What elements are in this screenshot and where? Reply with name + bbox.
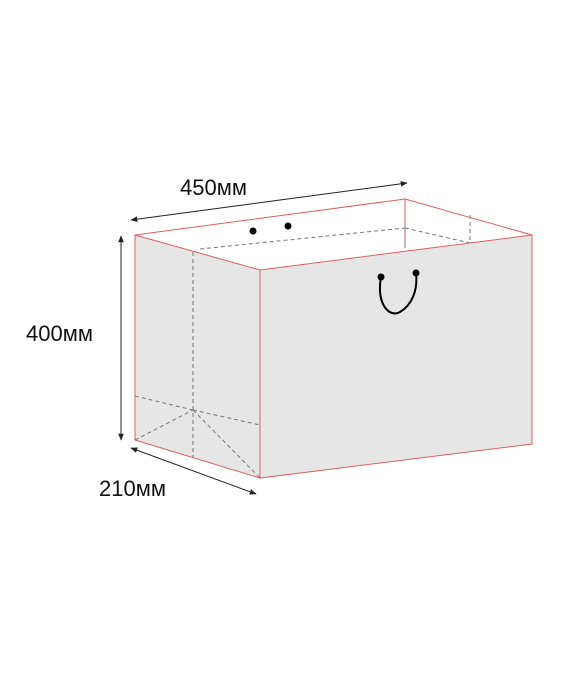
height-label: 400мм — [26, 321, 93, 346]
bag-front-panel — [259, 234, 533, 479]
bag-back-inner — [135, 199, 532, 270]
depth-dimension-line — [130, 447, 257, 495]
width-label: 450мм — [180, 175, 247, 200]
rope-handle — [378, 272, 418, 315]
bag-side-panel — [134, 234, 261, 479]
back-handle-hole-right — [284, 222, 292, 230]
back-handle-hole-left — [249, 227, 257, 235]
depth-label: 210мм — [99, 476, 166, 501]
width-dimension-line — [130, 181, 408, 222]
